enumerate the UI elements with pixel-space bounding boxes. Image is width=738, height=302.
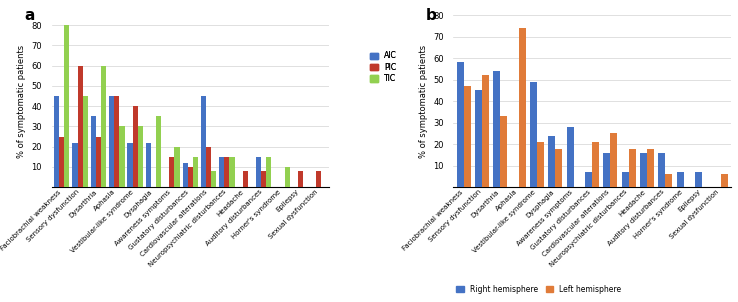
Bar: [72, 143, 77, 187]
Bar: [109, 96, 114, 187]
Text: b: b: [426, 8, 437, 23]
Bar: [187, 167, 193, 187]
Bar: [182, 163, 187, 187]
Bar: [133, 106, 138, 187]
Bar: [482, 75, 489, 187]
Bar: [585, 172, 592, 187]
Bar: [556, 149, 562, 187]
Bar: [219, 157, 224, 187]
Bar: [475, 90, 482, 187]
Bar: [138, 127, 143, 187]
Bar: [243, 171, 248, 187]
Bar: [101, 66, 106, 187]
Bar: [316, 171, 321, 187]
Bar: [604, 153, 610, 187]
Bar: [156, 116, 161, 187]
Bar: [83, 96, 88, 187]
Bar: [610, 133, 618, 187]
Bar: [128, 143, 133, 187]
Bar: [266, 157, 272, 187]
Bar: [54, 96, 59, 187]
Bar: [677, 172, 684, 187]
Bar: [629, 149, 635, 187]
Text: a: a: [24, 8, 35, 23]
Bar: [285, 167, 290, 187]
Bar: [146, 143, 151, 187]
Bar: [622, 172, 629, 187]
Bar: [297, 171, 303, 187]
Bar: [120, 127, 125, 187]
Bar: [567, 127, 573, 187]
Bar: [548, 136, 556, 187]
Bar: [592, 142, 599, 187]
Bar: [695, 172, 702, 187]
Y-axis label: % of symptomatic patients: % of symptomatic patients: [418, 45, 427, 158]
Bar: [59, 137, 64, 187]
Bar: [224, 157, 230, 187]
Bar: [640, 153, 647, 187]
Bar: [666, 174, 672, 187]
Bar: [493, 71, 500, 187]
Bar: [647, 149, 654, 187]
Bar: [77, 66, 83, 187]
Bar: [500, 116, 507, 187]
Bar: [206, 147, 211, 187]
Bar: [174, 147, 179, 187]
Bar: [96, 137, 101, 187]
Bar: [169, 157, 174, 187]
Bar: [201, 96, 206, 187]
Bar: [530, 82, 537, 187]
Bar: [91, 116, 96, 187]
Legend: Right hemisphere, Left hemisphere: Right hemisphere, Left hemisphere: [455, 283, 623, 295]
Bar: [261, 171, 266, 187]
Bar: [230, 157, 235, 187]
Bar: [519, 28, 525, 187]
Bar: [64, 25, 69, 187]
Bar: [114, 96, 120, 187]
Bar: [463, 86, 471, 187]
Bar: [193, 157, 198, 187]
Legend: AIC, PIC, TIC: AIC, PIC, TIC: [369, 50, 399, 85]
Bar: [457, 63, 463, 187]
Bar: [256, 157, 261, 187]
Bar: [658, 153, 666, 187]
Bar: [537, 142, 544, 187]
Bar: [211, 171, 216, 187]
Bar: [720, 174, 728, 187]
Y-axis label: % of symptomatic patients: % of symptomatic patients: [17, 45, 26, 158]
